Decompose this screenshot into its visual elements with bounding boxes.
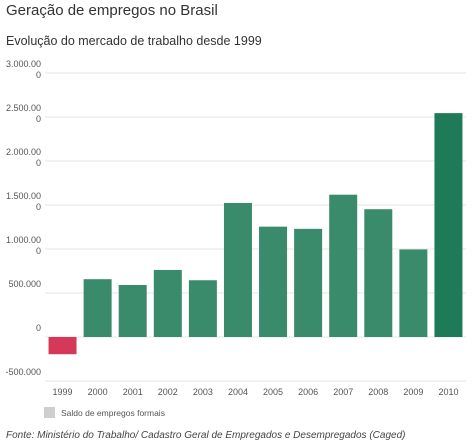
y-tick-label: 2.500.00 0 (6, 103, 41, 124)
x-tick-label: 2003 (193, 387, 213, 397)
bar-chart: -500.000 0 500.000 1.000.00 0 1.500.00 0 2.000.… (5, 59, 466, 397)
x-tick-label: 2004 (228, 387, 248, 397)
x-tick-label: 2006 (298, 387, 318, 397)
x-tick-label: 2010 (438, 387, 458, 397)
x-tick-label: 2009 (403, 387, 423, 397)
legend-swatch (44, 407, 55, 418)
gridlines (45, 72, 466, 382)
bar-2006 (294, 228, 323, 337)
bar-2003 (188, 280, 217, 337)
x-tick-label: 2001 (123, 387, 143, 397)
bar-2005 (259, 226, 288, 337)
bar-1999 (48, 337, 77, 355)
bar-2001 (118, 284, 147, 337)
bar-2009 (399, 249, 428, 337)
y-tick-label: 1.500.00 0 (6, 191, 41, 212)
bars (48, 113, 463, 355)
x-tick-label: 2005 (263, 387, 283, 397)
bar-2010 (434, 113, 463, 338)
x-tick-label: 2002 (158, 387, 178, 397)
y-axis: -500.000 0 500.000 1.000.00 0 1.500.00 0 2.000.… (5, 59, 41, 377)
x-tick-label: 2007 (333, 387, 353, 397)
bar-2004 (223, 202, 252, 337)
x-tick-label: 1999 (53, 387, 73, 397)
legend-label: Saldo de empregos formais (61, 407, 165, 418)
y-tick-label: 2.000.00 0 (6, 147, 41, 168)
source-note: Fonte: Ministério do Trabalho/ Cadastro … (6, 430, 406, 441)
bar-2007 (329, 194, 358, 337)
x-axis: 1999 2000 2001 2002 2003 2004 2005 2006 2007 2008… (53, 387, 459, 397)
y-tick-label: 500.000 (8, 279, 41, 289)
chart-title: Geração de empregos no Brasil (6, 2, 218, 19)
y-tick-label: 0 (36, 323, 41, 333)
x-tick-label: 2008 (368, 387, 388, 397)
x-tick-label: 2000 (88, 387, 108, 397)
chart-subtitle: Evolução do mercado de trabalho desde 19… (6, 34, 262, 48)
y-tick-label: -500.000 (5, 367, 41, 377)
y-tick-label: 1.000.00 0 (6, 235, 41, 256)
y-tick-label: 3.000.00 0 (6, 59, 41, 80)
bar-2000 (83, 279, 112, 337)
bar-2008 (364, 209, 393, 337)
legend: Saldo de empregos formais (44, 407, 165, 418)
bar-2002 (153, 269, 182, 337)
